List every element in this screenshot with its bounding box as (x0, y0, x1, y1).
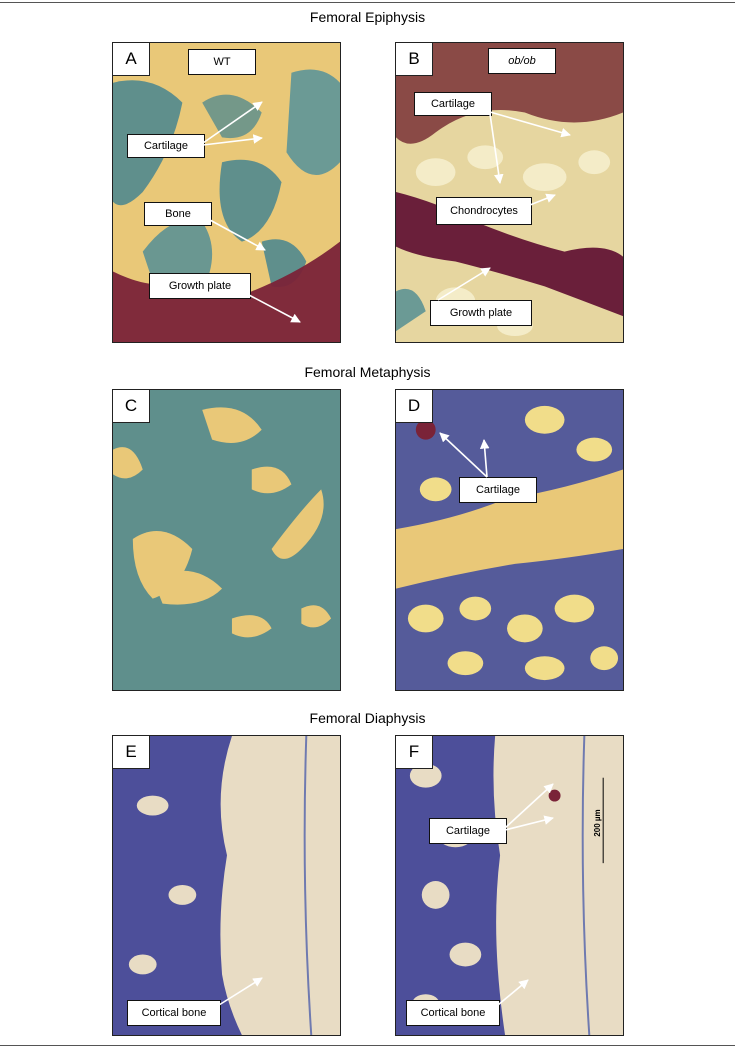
panel-e-micrograph: E (112, 735, 341, 1036)
panel-c-letter: C (113, 390, 150, 423)
panel-e-image (113, 736, 340, 1035)
panel-a-growth-plate-label: Growth plate (149, 273, 251, 299)
panel-f-micrograph: F (395, 735, 624, 1036)
panel-b-micrograph: B (395, 42, 624, 343)
panel-d-image (396, 390, 623, 690)
panel-b-image (396, 43, 623, 342)
panel-f-cartilage-label: Cartilage (429, 818, 507, 844)
panel-d-cartilage-label: Cartilage (459, 477, 537, 503)
panel-a-cartilage-label: Cartilage (127, 134, 205, 158)
panel-f-cortical-bone-label: Cortical bone (406, 1000, 500, 1026)
section-title-metaphysis: Femoral Metaphysis (304, 364, 431, 380)
panel-c-micrograph: C (112, 389, 341, 691)
panel-e-letter: E (113, 736, 150, 769)
panel-b-letter: B (396, 43, 433, 76)
panel-a-condition-label: WT (188, 49, 256, 75)
panel-b-cartilage-label: Cartilage (414, 92, 492, 116)
panel-e-cortical-bone-label: Cortical bone (127, 1000, 221, 1026)
panel-c-image (113, 390, 340, 690)
panel-b-chondrocytes-label: Chondrocytes (436, 197, 532, 225)
panel-a-bone-label: Bone (144, 202, 212, 226)
panel-b-growth-plate-label: Growth plate (430, 300, 532, 326)
panel-d-micrograph: D (395, 389, 624, 691)
top-rule (0, 2, 735, 3)
panel-f-letter: F (396, 736, 433, 769)
panel-f-image (396, 736, 623, 1035)
section-title-diaphysis: Femoral Diaphysis (309, 710, 426, 726)
panel-b-condition-label: ob/ob (488, 48, 556, 74)
bottom-rule (0, 1045, 735, 1046)
panel-a-letter: A (113, 43, 150, 76)
section-title-epiphysis: Femoral Epiphysis (309, 9, 426, 25)
panel-f-scale-bar-label: 200 µm (593, 809, 602, 837)
panel-d-letter: D (396, 390, 433, 423)
